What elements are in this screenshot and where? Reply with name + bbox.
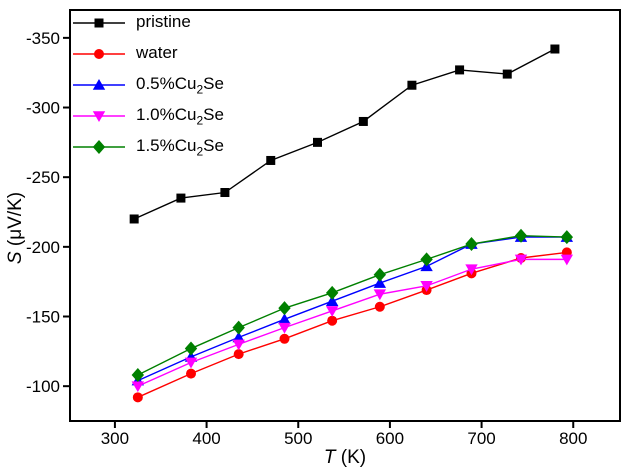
x-axis-title-symbol: T [324, 447, 337, 468]
legend-label-1.0pct-cu2se: 1.0%Cu2Se [136, 104, 224, 128]
series-marker-0.5%Cu2Se [373, 277, 387, 288]
series-marker-water [279, 333, 290, 344]
legend-marker-pristine [94, 18, 104, 28]
pristine-line-marker-icon [73, 18, 125, 28]
series-marker-1.5%Cu2Se [278, 301, 291, 316]
series-marker-0.5%Cu2Se [325, 295, 339, 306]
y-tick-label: -250 [26, 168, 60, 187]
series-marker-pristine [266, 155, 276, 165]
y-tick-label: -200 [26, 238, 60, 257]
legend-label-1.5pct-cu2se: 1.5%Cu2Se [136, 135, 224, 159]
series-marker-1.5%Cu2Se [232, 320, 245, 335]
y-axis-title-units: (μV/K) [5, 192, 26, 252]
series-marker-pristine [407, 80, 417, 90]
legend-item-water: water [73, 42, 178, 66]
series-marker-0.5%Cu2Se [278, 313, 291, 325]
series-marker-1.5%Cu2Se [373, 267, 387, 282]
series-marker-pristine [220, 188, 230, 198]
legend-label-pristine: pristine [136, 11, 191, 31]
series-marker-1.0%Cu2Se [278, 322, 291, 334]
y-tick-label: -100 [26, 377, 60, 396]
x-axis-title: T (K) [324, 447, 366, 468]
series-marker-1.5%Cu2Se [560, 230, 574, 245]
chart-layer: 300 400 500 600 700 800 -350 -300 -250 -200 -150 -1… [26, 9, 621, 448]
y-axis-title: S (μV/K) [5, 192, 26, 264]
x-tick-label: 600 [376, 429, 404, 448]
series-marker-1.0%Cu2Se [465, 264, 478, 276]
series-line-1.0%Cu2Se [137, 258, 567, 387]
series-marker-1.5%Cu2Se [465, 237, 478, 252]
legend-marker-1.0%Cu2Se [92, 111, 106, 122]
series-line-0.5%Cu2Se [137, 236, 567, 382]
series-marker-water [374, 301, 385, 312]
y-tick-label: -150 [26, 308, 60, 327]
plot-frame [69, 9, 621, 422]
series-marker-1.0%Cu2Se [420, 281, 433, 292]
series-marker-pristine [502, 69, 512, 79]
series-marker-pristine [358, 116, 368, 126]
series-marker-1.5%Cu2Se [184, 341, 198, 356]
x-axis-title-units: (K) [336, 447, 367, 468]
legend-item-1.0pct-cu2se: 1.0%Cu2Se [73, 104, 224, 128]
series-marker-pristine [176, 193, 186, 203]
series-marker-0.5%Cu2Se [232, 331, 245, 343]
series-marker-pristine [550, 44, 560, 54]
series-marker-1.5%Cu2Se [131, 368, 145, 383]
x-tick-label: 800 [559, 429, 587, 448]
y-axis-title-symbol: S [5, 251, 26, 264]
legend-item-0.5pct-cu2se: 0.5%Cu2Se [73, 73, 224, 97]
series-marker-water [233, 349, 244, 360]
series-marker-1.0%Cu2Se [373, 289, 387, 301]
series-marker-pristine [455, 65, 465, 75]
series-marker-1.0%Cu2Se [325, 306, 339, 317]
legend-marker-1.5%Cu2Se [92, 140, 106, 154]
series-marker-water [186, 368, 196, 379]
series-marker-water [327, 315, 338, 326]
legend-marker-0.5%Cu2Se [92, 79, 106, 90]
series-marker-1.5%Cu2Se [420, 252, 433, 267]
x-tick-label: 400 [192, 429, 220, 448]
legend-label-water: water [136, 42, 178, 62]
series-line-1.5%Cu2Se [137, 234, 567, 376]
y-tick-label: -350 [26, 29, 60, 48]
legend-label-0.5pct-cu2se: 0.5%Cu2Se [136, 73, 224, 97]
series-marker-1.0%Cu2Se [184, 357, 198, 369]
x-tick-label: 500 [284, 429, 312, 448]
series-marker-1.5%Cu2Se [514, 228, 528, 243]
y-tick-label: -300 [26, 99, 60, 118]
cu2se-1.0pct-line-marker-icon [73, 111, 125, 122]
series-marker-1.0%Cu2Se [131, 381, 145, 393]
series-marker-1.0%Cu2Se [514, 254, 528, 266]
series-marker-1.0%Cu2Se [560, 254, 574, 266]
legend-marker-water [94, 49, 104, 59]
legend-item-pristine: pristine [73, 11, 191, 35]
series-marker-1.0%Cu2Se [232, 339, 245, 351]
series-line-pristine [133, 48, 556, 220]
series-marker-water [132, 392, 143, 403]
series-marker-pristine [313, 137, 322, 147]
series-marker-1.5%Cu2Se [325, 285, 339, 300]
water-line-marker-icon [73, 49, 125, 59]
cu2se-1.5pct-line-marker-icon [73, 140, 125, 154]
legend-item-1.5pct-cu2se: 1.5%Cu2Se [73, 135, 224, 159]
series-marker-pristine [129, 214, 139, 224]
cu2se-0.5pct-line-marker-icon [73, 79, 125, 90]
x-tick-label: 700 [467, 429, 495, 448]
series-line-water [137, 251, 567, 398]
x-tick-label: 300 [101, 429, 129, 448]
